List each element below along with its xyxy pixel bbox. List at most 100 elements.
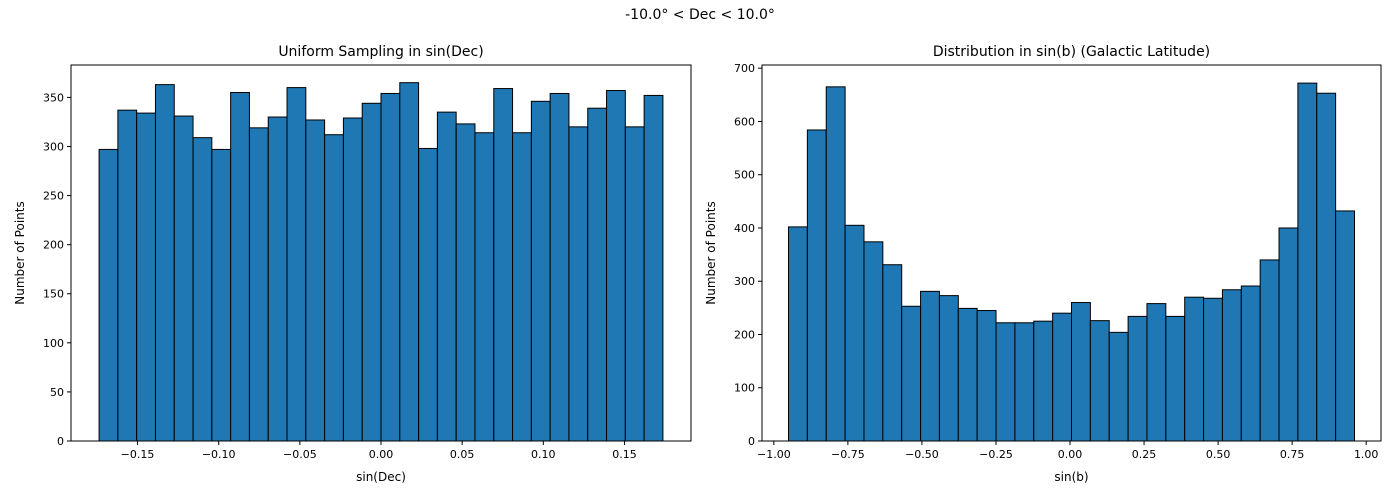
histogram-bar <box>587 107 608 442</box>
histogram-bar <box>530 100 551 442</box>
y-tick-label: 500 <box>734 169 755 182</box>
histogram-bar <box>1297 82 1318 442</box>
histogram-bar <box>399 82 420 442</box>
histogram-bar <box>324 134 344 442</box>
histogram-bar <box>286 87 307 442</box>
histogram-bar <box>1240 285 1261 442</box>
x-tick-label: 0.75 <box>1280 448 1305 461</box>
y-tick-label: 350 <box>43 91 64 104</box>
histogram-bar <box>136 112 156 442</box>
histogram-bar <box>806 129 827 442</box>
histogram-bar <box>267 116 288 442</box>
histogram-bar <box>1052 312 1073 442</box>
x-tick-label: −0.25 <box>979 448 1013 461</box>
y-tick-label: 100 <box>43 337 64 350</box>
histogram-bar <box>788 226 808 442</box>
x-axis-label: sin(b) <box>1054 470 1088 484</box>
y-tick-label: 300 <box>734 275 755 288</box>
y-tick-label: 200 <box>734 328 755 341</box>
histogram-bar <box>493 88 514 442</box>
y-tick-label: 600 <box>734 115 755 128</box>
histogram-bar <box>606 90 626 442</box>
histogram-bar <box>380 92 401 442</box>
histogram-bar <box>920 290 940 442</box>
x-tick-label: 0.50 <box>1206 448 1231 461</box>
histogram-bar <box>1146 303 1167 442</box>
histogram-bar <box>418 147 438 442</box>
x-tick-label: 0.25 <box>1132 448 1157 461</box>
x-tick-label: 0.00 <box>1058 448 1083 461</box>
y-tick-label: 100 <box>734 382 755 395</box>
x-tick-label: −0.15 <box>121 448 155 461</box>
axes-frame <box>761 64 1382 442</box>
y-tick-label: 700 <box>734 62 755 75</box>
histogram-panel-2: −1.00 −0.75 −0.50 −0.25 0.00 0.25 0.50 0.75 1.00… <box>704 44 1382 484</box>
figure-suptitle: -10.0° < Dec < 10.0° <box>625 7 775 23</box>
x-tick-label: −0.10 <box>202 448 236 461</box>
histogram-bar <box>957 307 978 442</box>
x-tick-label: −0.75 <box>831 448 865 461</box>
histogram-bar <box>342 117 363 442</box>
y-tick-label: 200 <box>43 239 64 252</box>
histogram-bar <box>436 111 457 442</box>
histogram-bar <box>1033 320 1054 442</box>
x-tick-label: 0.10 <box>531 448 556 461</box>
histogram-bar <box>455 123 476 442</box>
histogram-bar <box>1165 315 1186 442</box>
histogram-bar <box>1221 289 1242 442</box>
histogram-bar <box>512 132 532 442</box>
histogram-bar <box>863 241 884 442</box>
y-tick-label: 250 <box>43 190 64 203</box>
x-tick-label: 1.00 <box>1354 448 1379 461</box>
histogram-bar <box>1108 331 1129 442</box>
histogram-bar <box>1014 322 1035 442</box>
histogram-bar <box>549 92 570 442</box>
histogram-bar <box>1259 259 1280 442</box>
histogram-bar <box>230 91 250 442</box>
y-tick-label: 0 <box>748 435 755 448</box>
histogram-bar <box>1127 315 1148 442</box>
y-axis-label: Number of Points <box>13 201 27 304</box>
x-tick-label: −0.05 <box>283 448 317 461</box>
histogram-bar <box>844 224 865 442</box>
histogram-bar <box>995 322 1016 442</box>
histogram-bar <box>1184 296 1205 442</box>
histogram-bar <box>211 148 232 442</box>
histogram-bar <box>305 119 326 442</box>
chart-title: Uniform Sampling in sin(Dec) <box>278 44 483 60</box>
y-tick-label: 150 <box>43 288 64 301</box>
histogram-bar <box>1335 210 1356 442</box>
histogram-bar <box>1316 92 1337 442</box>
histogram-bar <box>117 109 138 442</box>
y-tick-label: 50 <box>50 386 64 399</box>
x-tick-label: 0.00 <box>369 448 394 461</box>
histogram-bar <box>1203 297 1223 442</box>
histogram-bar <box>882 264 903 442</box>
histogram-bar <box>643 94 664 442</box>
y-tick-label: 300 <box>43 140 64 153</box>
histogram-bar <box>173 115 194 442</box>
histogram-bar <box>154 84 175 442</box>
y-tick-label: 400 <box>734 222 755 235</box>
histogram-bar <box>976 310 997 442</box>
x-tick-label: 0.05 <box>450 448 475 461</box>
histogram-bar <box>938 295 959 442</box>
histogram-bar <box>901 305 922 442</box>
histogram-bar <box>192 137 213 442</box>
histogram-panel-1: −0.15 −0.10 −0.05 0.00 0.05 0.10 0.15 0 50 100 150… <box>13 44 692 484</box>
x-tick-label: −1.00 <box>757 448 791 461</box>
chart-title: Distribution in sin(b) (Galactic Latitud… <box>933 44 1210 60</box>
x-tick-label: −0.50 <box>905 448 939 461</box>
y-tick-label: 0 <box>57 435 64 448</box>
histogram-bar <box>1071 302 1091 442</box>
histogram-bar <box>1278 227 1299 442</box>
histogram-bar <box>361 102 382 442</box>
y-axis-label: Number of Points <box>704 201 718 304</box>
histogram-bar <box>98 148 119 442</box>
x-tick-label: 0.15 <box>612 448 637 461</box>
histogram-bar <box>568 126 589 442</box>
histogram-bar <box>825 86 846 442</box>
histogram-bar <box>248 127 269 442</box>
